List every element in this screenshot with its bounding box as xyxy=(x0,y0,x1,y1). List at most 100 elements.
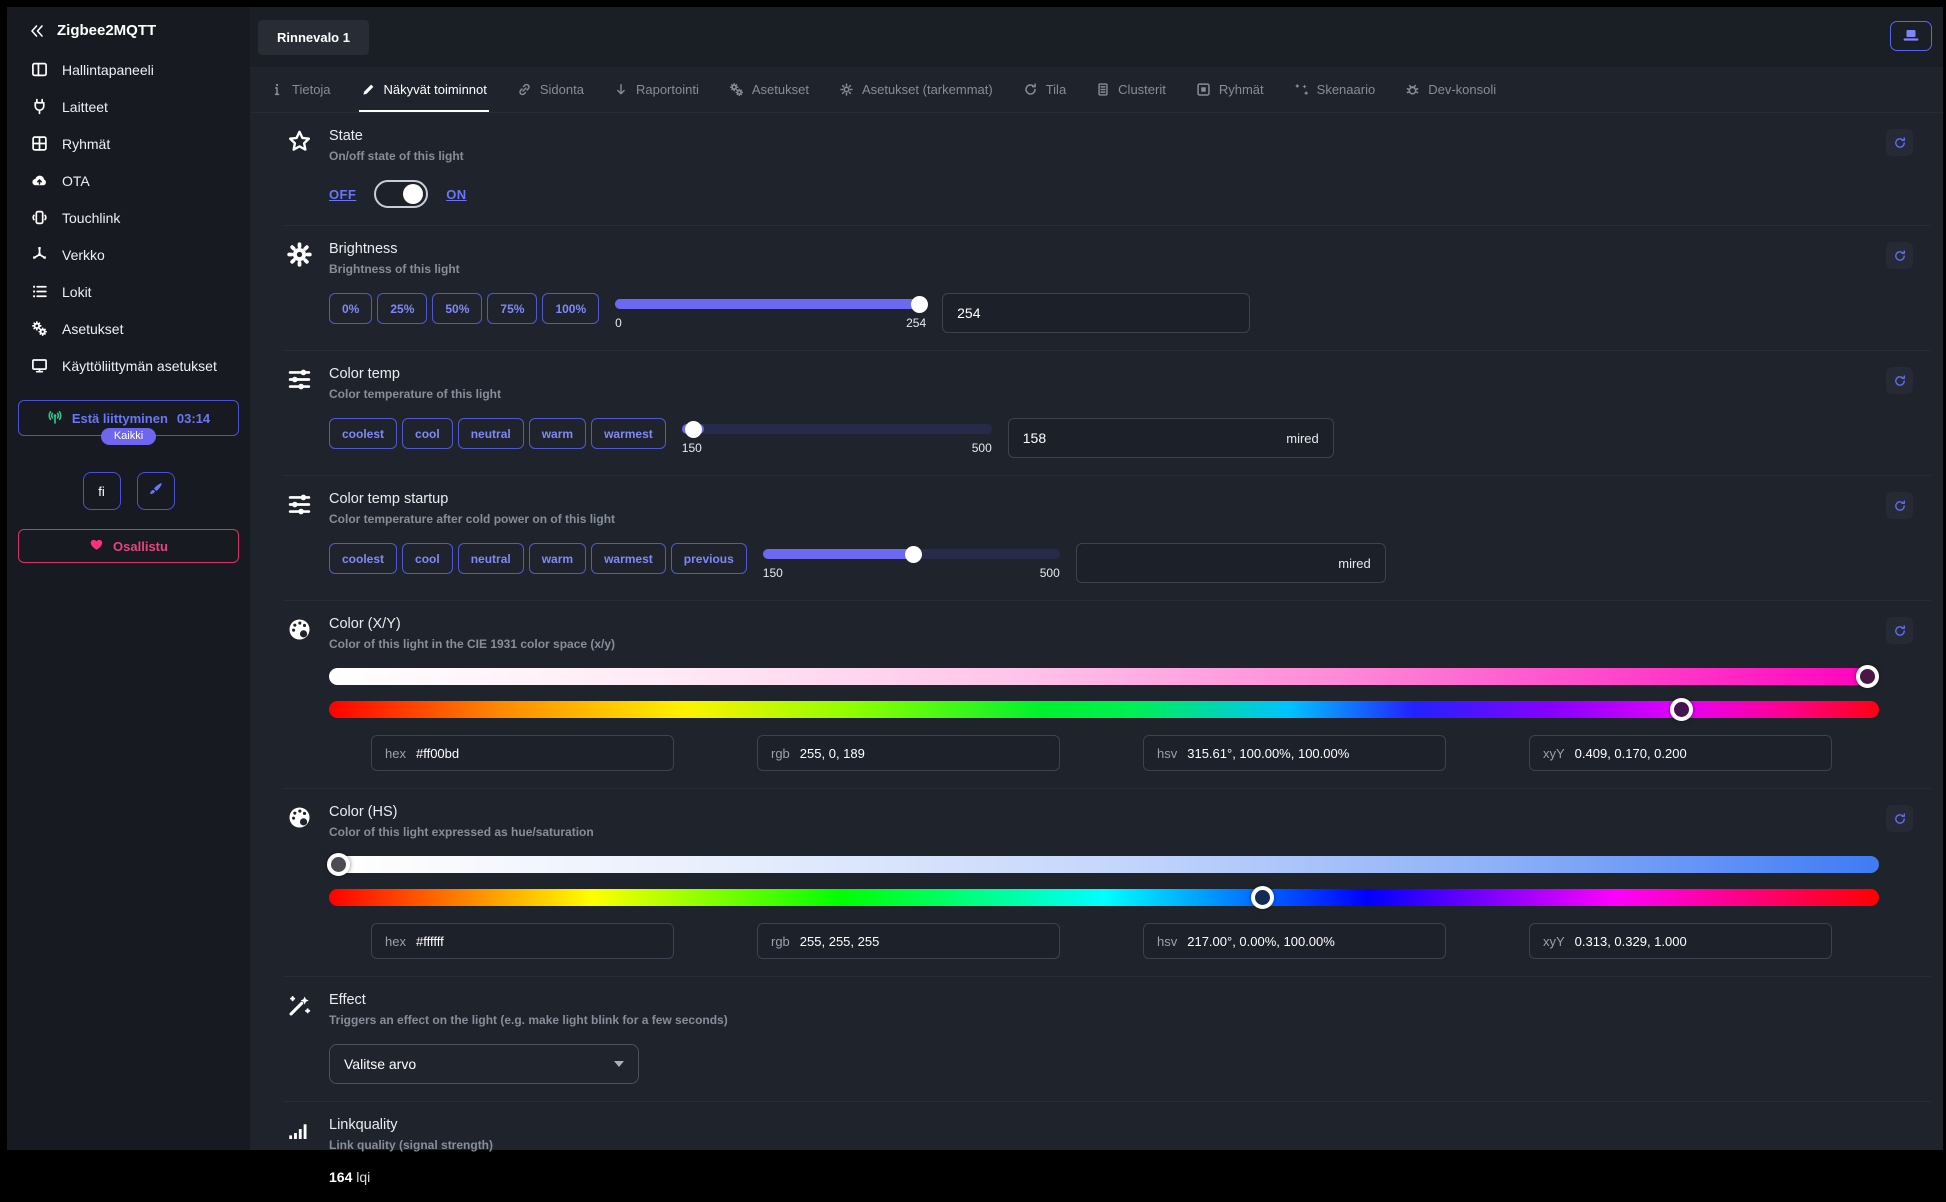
tab-scene[interactable]: Skenaario xyxy=(1294,67,1376,112)
preset-button[interactable]: neutral xyxy=(458,543,524,574)
preset-button[interactable]: 50% xyxy=(432,293,482,324)
color-xy-hue-slider[interactable] xyxy=(329,701,1879,718)
rgb-field: rgb xyxy=(757,735,1060,771)
sidebar-item-ui-settings[interactable]: Käyttöliittymän asetukset xyxy=(7,347,250,384)
preset-button[interactable]: 100% xyxy=(542,293,599,324)
sidebar-item-settings[interactable]: Asetukset xyxy=(7,310,250,347)
donate-label: Osallistu xyxy=(113,539,168,554)
color-temp-startup-slider[interactable] xyxy=(763,549,1060,559)
sidebar-item-touchlink[interactable]: Touchlink xyxy=(7,199,250,236)
sidebar-item-label: Asetukset xyxy=(62,321,123,337)
donate-button[interactable]: Osallistu xyxy=(18,529,239,563)
refresh-color-temp-button[interactable] xyxy=(1886,367,1913,394)
star-icon xyxy=(283,128,315,163)
sidebar-item-groups[interactable]: Ryhmät xyxy=(7,125,250,162)
tab-reporting[interactable]: Raportointi xyxy=(614,67,699,112)
preset-button[interactable]: warmest xyxy=(591,543,666,574)
tab-clusters[interactable]: Clusterit xyxy=(1096,67,1166,112)
language-button[interactable]: fi xyxy=(83,472,121,510)
tab-label: Dev-konsoli xyxy=(1428,82,1496,97)
state-toggle[interactable] xyxy=(374,180,428,208)
color-hs-hue-slider[interactable] xyxy=(329,889,1879,906)
preset-button[interactable]: coolest xyxy=(329,418,397,449)
rgb-input[interactable] xyxy=(800,934,1046,949)
theme-button[interactable] xyxy=(137,472,175,510)
tab-settings-specific[interactable]: Asetukset (tarkemmat) xyxy=(839,67,993,112)
refresh-color-temp-startup-button[interactable] xyxy=(1886,492,1913,519)
preset-button[interactable]: 25% xyxy=(377,293,427,324)
preset-button[interactable]: warm xyxy=(529,418,586,449)
refresh-color-xy-button[interactable] xyxy=(1886,617,1913,644)
hex-input[interactable] xyxy=(416,934,660,949)
preset-button[interactable]: previous xyxy=(671,543,747,574)
section-desc: Color temperature of this light xyxy=(329,387,501,401)
xyy-input[interactable] xyxy=(1575,934,1818,949)
fullscreen-button[interactable] xyxy=(1890,21,1932,51)
permit-target-badge[interactable]: Kaikki xyxy=(101,428,156,445)
phone-icon xyxy=(30,209,49,226)
refresh-brightness-button[interactable] xyxy=(1886,242,1913,269)
effect-select[interactable]: Valitse arvo xyxy=(329,1044,639,1084)
color-xy-saturation-thumb[interactable] xyxy=(1856,665,1879,688)
preset-button[interactable]: neutral xyxy=(458,418,524,449)
toggle-knob xyxy=(403,184,423,204)
preset-button[interactable]: warmest xyxy=(591,418,666,449)
refresh-state-button[interactable] xyxy=(1886,129,1913,156)
preset-button[interactable]: 0% xyxy=(329,293,372,324)
slider-min: 150 xyxy=(682,441,702,455)
section-title: Color temp startup xyxy=(329,491,615,507)
device-tab[interactable]: Rinnevalo 1 xyxy=(258,20,369,55)
brush-icon xyxy=(147,481,164,501)
xyy-field: xyY xyxy=(1529,735,1832,771)
preset-button[interactable]: cool xyxy=(402,418,453,449)
tab-state[interactable]: Tila xyxy=(1023,67,1066,112)
color-xy-hue-thumb[interactable] xyxy=(1670,698,1693,721)
sidebar-item-devices[interactable]: Laitteet xyxy=(7,88,250,125)
sidebar-item-label: Käyttöliittymän asetukset xyxy=(62,358,217,374)
color-xy-saturation-slider[interactable] xyxy=(329,668,1879,685)
tab-settings[interactable]: Asetukset xyxy=(729,67,809,112)
app-window: Zigbee2MQTT Hallintapaneeli Laitteet Ryh… xyxy=(7,7,1943,1150)
linkquality-unit: lqi xyxy=(356,1169,370,1185)
tab-bind[interactable]: Sidonta xyxy=(517,67,584,112)
color-temp-slider[interactable] xyxy=(682,424,992,434)
brightness-slider[interactable] xyxy=(615,299,926,309)
preset-button[interactable]: warm xyxy=(529,543,586,574)
hsv-input[interactable] xyxy=(1187,746,1432,761)
state-on-link[interactable]: ON xyxy=(446,187,466,202)
refresh-color-hs-button[interactable] xyxy=(1886,805,1913,832)
section-desc: Color temperature after cold power on of… xyxy=(329,512,615,526)
color-temp-startup-slider-thumb[interactable] xyxy=(905,546,922,563)
sidebar-item-network[interactable]: Verkko xyxy=(7,236,250,273)
sidebar-brand[interactable]: Zigbee2MQTT xyxy=(7,7,250,51)
rgb-input[interactable] xyxy=(800,746,1046,761)
xyy-input[interactable] xyxy=(1575,746,1818,761)
tab-label: Asetukset xyxy=(752,82,809,97)
tab-exposes[interactable]: Näkyvät toiminnot xyxy=(361,67,487,112)
tab-groups[interactable]: Ryhmät xyxy=(1196,67,1264,112)
section-color-xy: Color (X/Y) Color of this light in the C… xyxy=(283,601,1931,789)
tab-label: Näkyvät toiminnot xyxy=(384,82,487,97)
hex-input[interactable] xyxy=(416,746,660,761)
color-temp-input[interactable] xyxy=(1023,430,1286,446)
preset-button[interactable]: coolest xyxy=(329,543,397,574)
sidebar-item-dashboard[interactable]: Hallintapaneeli xyxy=(7,51,250,88)
color-hs-saturation-thumb[interactable] xyxy=(327,853,350,876)
color-hs-saturation-slider[interactable] xyxy=(329,856,1879,873)
brightness-slider-thumb[interactable] xyxy=(911,296,928,313)
sidebar-item-logs[interactable]: Lokit xyxy=(7,273,250,310)
preset-button[interactable]: 75% xyxy=(487,293,537,324)
color-hs-hue-thumb[interactable] xyxy=(1251,886,1274,909)
tab-info[interactable]: Tietoja xyxy=(270,67,331,112)
color-temp-slider-thumb[interactable] xyxy=(685,421,702,438)
brightness-input[interactable] xyxy=(957,305,1235,321)
field-label: xyY xyxy=(1543,746,1565,761)
tab-dev-console[interactable]: Dev-konsoli xyxy=(1405,67,1496,112)
effect-select-value: Valitse arvo xyxy=(344,1056,416,1072)
section-desc: On/off state of this light xyxy=(329,149,464,163)
state-off-link[interactable]: OFF xyxy=(329,187,356,202)
sidebar-item-ota[interactable]: OTA xyxy=(7,162,250,199)
preset-button[interactable]: cool xyxy=(402,543,453,574)
hsv-input[interactable] xyxy=(1187,934,1432,949)
color-temp-startup-input[interactable] xyxy=(1091,555,1338,571)
